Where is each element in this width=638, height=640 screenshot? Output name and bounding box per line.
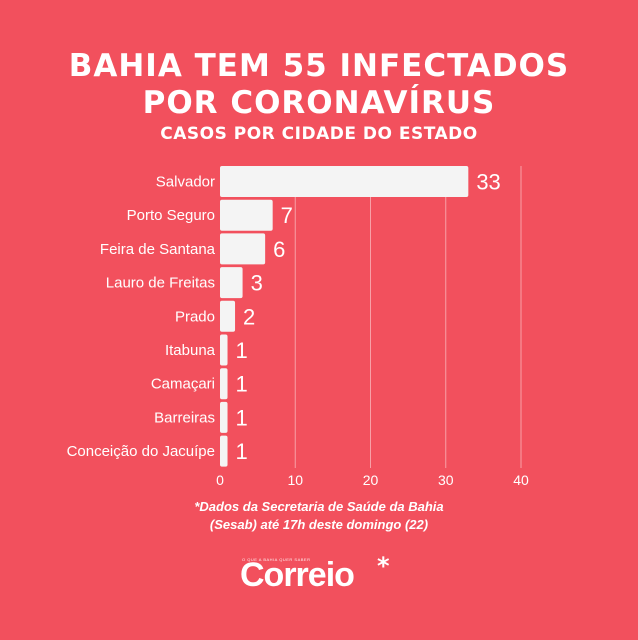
bar: [220, 166, 469, 197]
title-line-2: POR CORONAVÍRUS: [142, 85, 496, 121]
x-axis-ticks: 0 10 20 30 40: [216, 472, 529, 488]
x-tick-label: 30: [438, 472, 454, 488]
logo-tagline: O QUE A BAHIA QUER SABER: [242, 557, 311, 562]
category-label: Feira de Santana: [100, 241, 216, 258]
value-label: 6: [273, 237, 285, 262]
x-tick-label: 10: [287, 472, 303, 488]
category-label: Prado: [175, 308, 215, 325]
category-label: Lauro de Freitas: [106, 275, 215, 292]
category-label: Camaçari: [151, 376, 215, 393]
value-label: 3: [251, 271, 263, 296]
value-label: 33: [476, 170, 500, 195]
bar: [220, 334, 228, 366]
correio-logo: O QUE A BAHIA QUER SABER Correio *: [240, 552, 410, 602]
value-labels: 33 7 63 2 1 1 1 1: [236, 170, 501, 465]
category-label: Salvador: [156, 174, 215, 191]
category-label: Porto Seguro: [127, 207, 215, 224]
value-label: 7: [281, 203, 293, 228]
value-label: 1: [236, 372, 248, 397]
footnote-line-2: (Sesab) até 17h deste domingo (22): [209, 517, 429, 532]
bar: [220, 401, 228, 433]
bar: [220, 435, 228, 467]
value-label: 1: [236, 405, 248, 430]
bar: [220, 199, 273, 231]
category-label: Conceição do Jacuípe: [67, 443, 215, 460]
bar: [220, 368, 228, 400]
category-label: Itabuna: [165, 342, 216, 359]
title-line-1: BAHIA TEM 55 INFECTADOS: [68, 48, 570, 84]
bar: [220, 267, 243, 299]
bar-chart: Salvador Porto Seguro Feira de Santana Laur…: [67, 166, 529, 488]
x-tick-label: 40: [513, 472, 529, 488]
value-label: 1: [236, 439, 248, 464]
value-label: 1: [236, 338, 248, 363]
logo-star-icon: *: [377, 552, 390, 580]
x-tick-label: 20: [363, 472, 379, 488]
logo-wordmark: Correio: [240, 556, 355, 594]
x-tick-label: 0: [216, 472, 224, 488]
bars: [220, 166, 469, 467]
grid-lines: [294, 166, 522, 468]
category-label: Barreiras: [154, 409, 215, 426]
category-labels: Salvador Porto Seguro Feira de Santana Laur…: [67, 174, 216, 461]
chart-title: BAHIA TEM 55 INFECTADOS POR CORONAVÍRUS: [0, 48, 638, 122]
footnote-line-1: *Dados da Secretaria de Saúde da Bahia: [194, 499, 444, 514]
source-footnote: *Dados da Secretaria de Saúde da Bahia (…: [0, 498, 638, 534]
bar: [220, 233, 266, 265]
chart-subtitle: CASOS POR CIDADE DO ESTADO: [160, 124, 478, 144]
bar: [220, 300, 236, 332]
value-label: 2: [243, 304, 255, 329]
